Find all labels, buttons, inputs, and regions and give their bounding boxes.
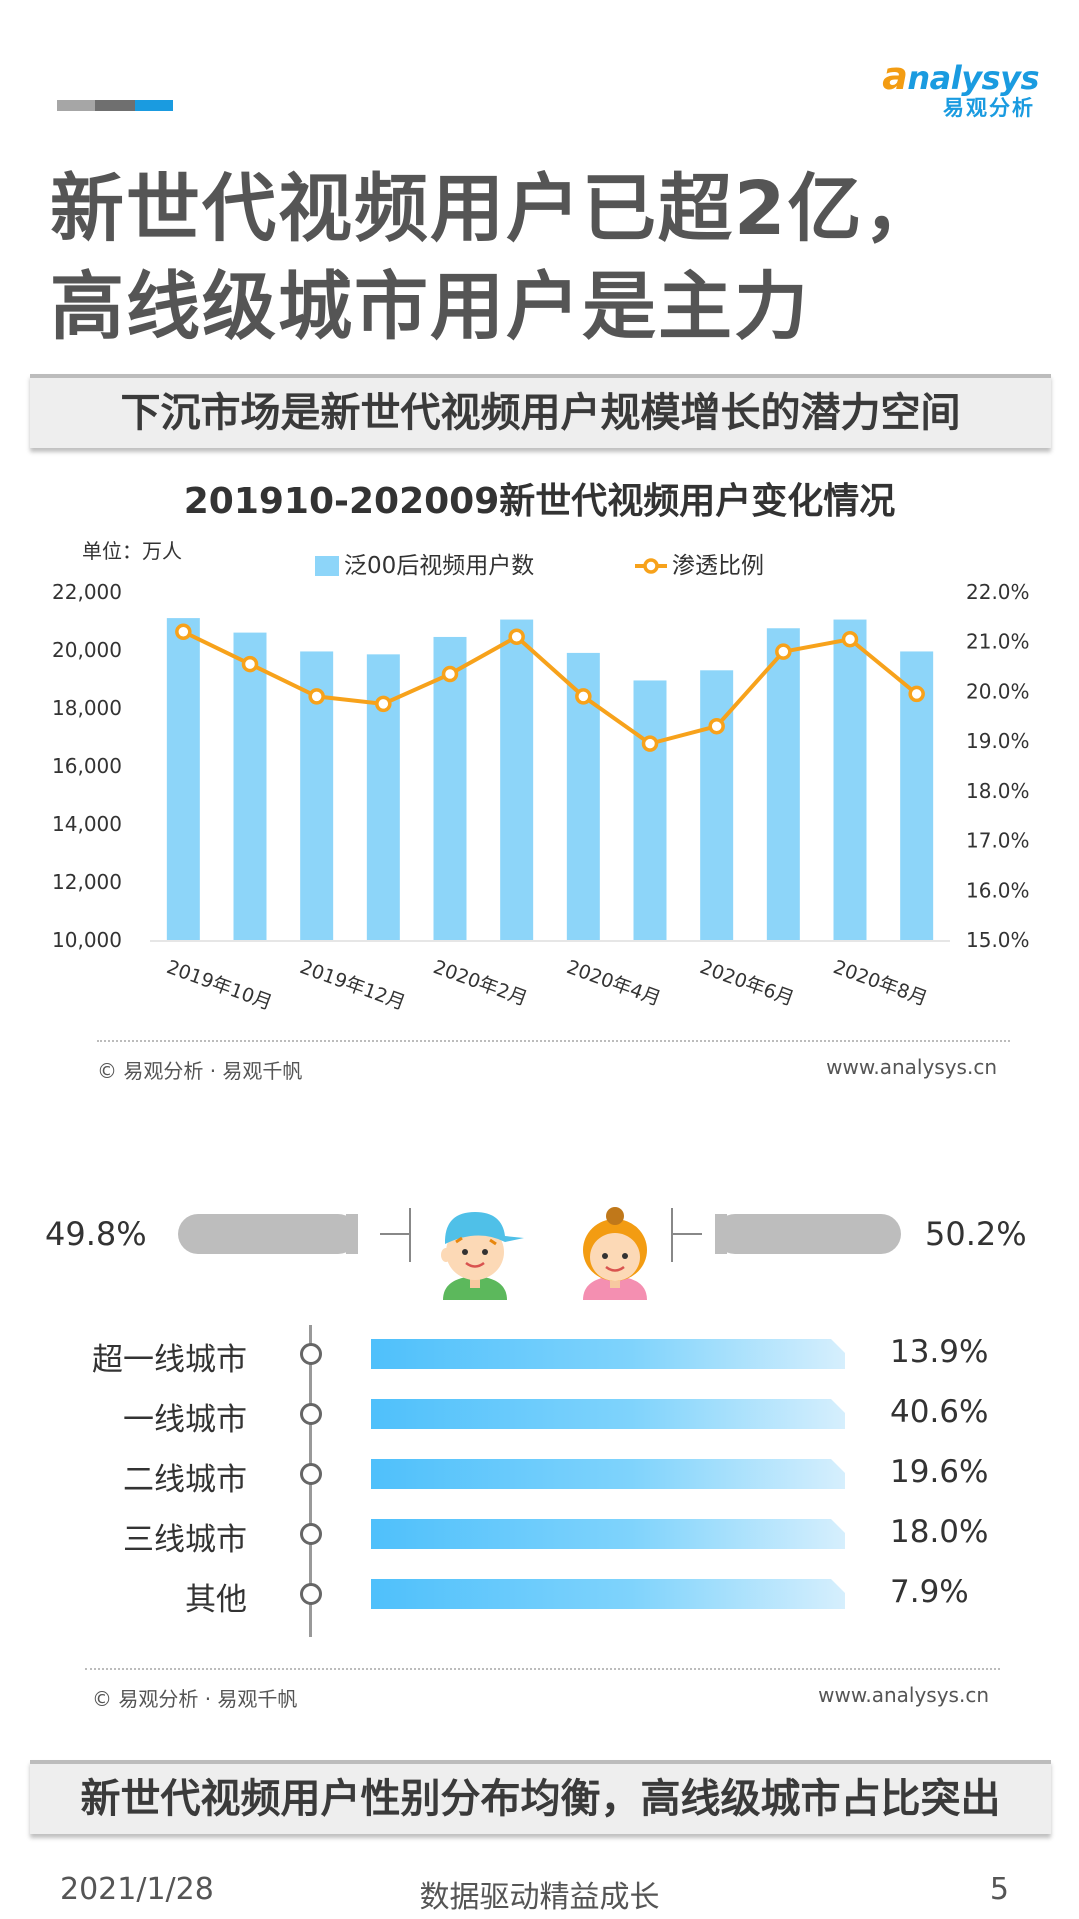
bar-6 — [500, 619, 534, 940]
city-bar — [371, 1579, 845, 1609]
header-decoration — [57, 100, 173, 111]
y-left-tick: 10,000 — [52, 928, 122, 952]
line-point-12 — [908, 685, 925, 703]
x-tick-label: 2020年8月 — [830, 956, 930, 1010]
bar-1 — [166, 618, 200, 940]
male-bar — [178, 1214, 358, 1254]
chart-title: 201910-202009新世代视频用户变化情况 — [183, 481, 896, 522]
line-point-9 — [708, 717, 725, 735]
title-line-1: 新世代视频用户已超2亿， — [50, 166, 940, 252]
x-tick-label: 2019年10月 — [164, 956, 275, 1014]
girl-avatar-icon — [583, 1207, 647, 1300]
banner-top: 下沉市场是新世代视频用户规模增长的潜力空间 — [30, 374, 1051, 448]
legend-bar-swatch — [315, 556, 339, 576]
y-right-tick: 22.0% — [966, 580, 1030, 604]
y-right-tick: 17.0% — [966, 829, 1030, 853]
x-tick-label: 2019年12月 — [297, 956, 408, 1014]
y-left-tick: 12,000 — [52, 870, 122, 894]
banner-bottom: 新世代视频用户性别分布均衡，高线级城市占比突出 — [30, 1760, 1051, 1834]
city-bar — [371, 1519, 845, 1549]
legend-line-label: 渗透比例 — [672, 553, 764, 579]
legend-line-marker — [643, 558, 659, 574]
female-percentage: 50.2% — [925, 1215, 1027, 1253]
line-point-1 — [175, 623, 192, 641]
city-label: 一线城市 — [123, 1402, 247, 1438]
y-left-tick: 20,000 — [52, 638, 122, 662]
city-value: 13.9% — [890, 1334, 989, 1370]
male-percentage: 49.8% — [45, 1215, 147, 1253]
y-left-tick: 22,000 — [52, 580, 122, 604]
unit-label: 单位：万人 — [82, 539, 182, 563]
source-left: © 易观分析 · 易观千帆 — [97, 1059, 303, 1083]
city-label: 超一线城市 — [92, 1342, 247, 1378]
y-left-tick: 16,000 — [52, 754, 122, 778]
legend: 泛00后视频用户数 渗透比例 — [315, 553, 764, 579]
bar-2 — [233, 632, 267, 940]
x-tick-label: 2020年4月 — [564, 956, 664, 1010]
line-point-8 — [641, 735, 659, 752]
title-line-2: 高线级城市用户是主力 — [50, 264, 810, 350]
city-marker — [300, 1403, 322, 1425]
city-marker — [300, 1583, 322, 1605]
source-right: www.analysys.cn — [826, 1055, 997, 1079]
penetration-line — [182, 629, 918, 746]
y-right-tick: 16.0% — [966, 878, 1030, 902]
line-point-3 — [308, 688, 325, 705]
city-value: 18.0% — [890, 1514, 989, 1550]
city-label: 二线城市 — [123, 1462, 247, 1498]
bar-8 — [633, 680, 667, 940]
bar-10 — [766, 628, 800, 940]
analysys-logo: analysys — [882, 54, 1039, 98]
gender-bars — [178, 1207, 901, 1300]
page-number: 5 — [989, 1872, 1009, 1907]
boy-avatar-icon — [441, 1212, 524, 1300]
city-label: 其他 — [185, 1582, 247, 1618]
y-left-tick: 14,000 — [52, 812, 122, 836]
source-left-2: © 易观分析 · 易观千帆 — [92, 1687, 298, 1711]
city-bar — [371, 1399, 845, 1429]
female-bar — [715, 1214, 901, 1254]
bar-11 — [833, 619, 867, 940]
y-right-tick: 18.0% — [966, 779, 1030, 803]
line-point-11 — [841, 630, 859, 648]
line-point-7 — [575, 688, 592, 705]
x-tick-label: 2020年6月 — [697, 956, 797, 1010]
city-bar — [371, 1339, 845, 1369]
city-value: 40.6% — [890, 1394, 989, 1430]
line-point-6 — [508, 628, 525, 645]
x-tick-label: 2020年2月 — [430, 956, 530, 1010]
y-right-tick: 20.0% — [966, 679, 1030, 703]
y-left-tick: 18,000 — [52, 696, 122, 720]
line-point-4 — [375, 695, 392, 713]
city-label: 三线城市 — [123, 1522, 247, 1558]
source-right-2: www.analysys.cn — [818, 1683, 989, 1707]
city-value: 19.6% — [890, 1454, 989, 1490]
y-right-tick: 15.0% — [966, 928, 1030, 952]
footer-date: 2021/1/28 — [60, 1872, 214, 1907]
city-bar — [371, 1459, 845, 1489]
chart-divider — [97, 1040, 1010, 1042]
city-marker — [300, 1523, 322, 1545]
city-value: 7.9% — [890, 1574, 969, 1610]
legend-bar-label: 泛00后视频用户数 — [344, 553, 534, 579]
bar-5 — [433, 636, 467, 940]
user-trend-chart: 单位：万人 泛00后视频用户数 渗透比例 10,000 12,000 14,000 1… — [52, 539, 1030, 1015]
city-marker — [300, 1343, 322, 1365]
city-marker — [300, 1463, 322, 1485]
line-point-5 — [441, 665, 459, 683]
city-divider — [85, 1668, 1000, 1670]
page-title: 新世代视频用户已超2亿， 高线级城市用户是主力 — [50, 160, 940, 356]
footer-slogan: 数据驱动精益成长 — [419, 1880, 660, 1915]
y-right-tick: 19.0% — [966, 729, 1030, 753]
line-point-10 — [775, 643, 792, 660]
line-point-2 — [241, 655, 259, 673]
analysys-logo-cn: 易观分析 — [943, 96, 1035, 120]
y-right-tick: 21.0% — [966, 630, 1030, 654]
